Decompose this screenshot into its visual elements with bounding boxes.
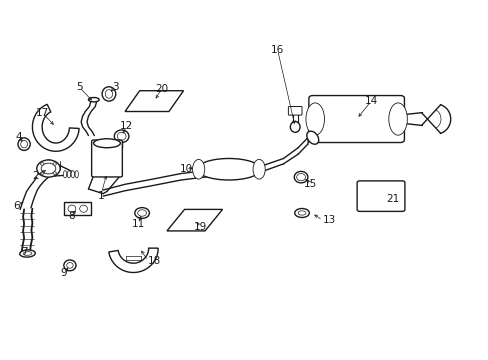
Ellipse shape — [117, 132, 126, 140]
Ellipse shape — [252, 159, 264, 179]
FancyBboxPatch shape — [308, 95, 404, 143]
FancyBboxPatch shape — [288, 107, 302, 115]
Ellipse shape — [67, 262, 73, 268]
Polygon shape — [108, 248, 158, 273]
Text: 8: 8 — [68, 211, 75, 221]
Ellipse shape — [88, 98, 99, 102]
Text: 18: 18 — [148, 256, 161, 266]
Text: 6: 6 — [13, 201, 20, 211]
Ellipse shape — [23, 252, 32, 255]
Ellipse shape — [20, 250, 35, 257]
Ellipse shape — [41, 163, 44, 165]
Ellipse shape — [18, 138, 30, 150]
Text: 1: 1 — [97, 191, 104, 201]
Text: 21: 21 — [385, 194, 398, 204]
Text: 9: 9 — [61, 268, 67, 278]
Ellipse shape — [192, 159, 204, 179]
Bar — [64, 202, 91, 215]
Text: 14: 14 — [364, 96, 377, 106]
FancyBboxPatch shape — [356, 181, 404, 211]
Text: 11: 11 — [131, 219, 144, 229]
Ellipse shape — [53, 163, 56, 165]
Ellipse shape — [105, 90, 112, 98]
Ellipse shape — [93, 139, 120, 148]
Text: 10: 10 — [179, 164, 192, 174]
Ellipse shape — [388, 103, 407, 135]
Ellipse shape — [294, 171, 307, 183]
Ellipse shape — [41, 163, 56, 174]
Ellipse shape — [68, 205, 76, 212]
Text: 5: 5 — [76, 82, 83, 93]
Ellipse shape — [67, 171, 71, 178]
Ellipse shape — [114, 130, 129, 143]
Text: 19: 19 — [194, 222, 207, 232]
Ellipse shape — [75, 171, 78, 178]
Ellipse shape — [37, 160, 60, 177]
Text: 3: 3 — [112, 82, 119, 92]
Ellipse shape — [197, 158, 260, 180]
Text: 12: 12 — [120, 121, 133, 131]
Ellipse shape — [305, 103, 324, 135]
Ellipse shape — [306, 131, 318, 144]
Text: 17: 17 — [36, 108, 49, 118]
Text: 13: 13 — [322, 215, 335, 225]
Text: 7: 7 — [21, 247, 27, 257]
Ellipse shape — [294, 208, 309, 217]
Text: 16: 16 — [270, 45, 284, 55]
Ellipse shape — [53, 172, 56, 174]
Text: 2: 2 — [32, 171, 39, 181]
Ellipse shape — [20, 140, 27, 148]
Text: 20: 20 — [155, 84, 168, 94]
Ellipse shape — [80, 205, 87, 212]
Ellipse shape — [64, 260, 76, 271]
Ellipse shape — [135, 208, 149, 219]
Polygon shape — [125, 91, 183, 112]
Polygon shape — [32, 104, 79, 151]
Polygon shape — [166, 210, 222, 231]
Ellipse shape — [63, 171, 67, 178]
Ellipse shape — [138, 210, 146, 216]
Ellipse shape — [296, 174, 305, 181]
Text: 15: 15 — [303, 179, 316, 189]
Ellipse shape — [290, 122, 300, 132]
Ellipse shape — [102, 87, 116, 101]
Ellipse shape — [298, 211, 305, 215]
Ellipse shape — [41, 172, 44, 174]
Text: 4: 4 — [16, 132, 22, 142]
FancyBboxPatch shape — [91, 140, 122, 177]
Ellipse shape — [71, 171, 74, 178]
